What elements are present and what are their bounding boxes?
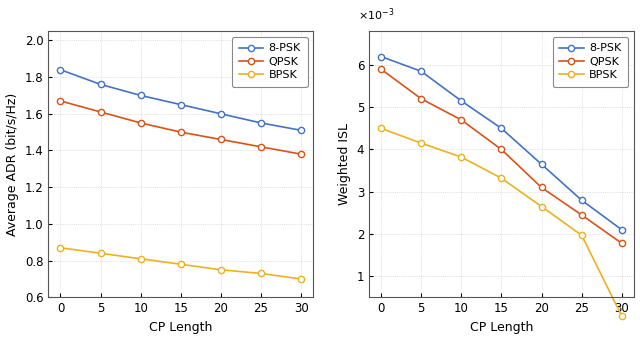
8-PSK [497, 126, 505, 130]
QPSK [417, 97, 425, 101]
QPSK [377, 67, 385, 71]
QPSK [177, 130, 184, 134]
QPSK [56, 99, 64, 103]
8-PSK [578, 198, 586, 202]
8-PSK [297, 128, 305, 132]
Text: $\times10^{-3}$: $\times10^{-3}$ [358, 6, 394, 23]
QPSK [257, 145, 265, 149]
QPSK [458, 118, 465, 122]
BPSK [458, 155, 465, 159]
Y-axis label: Average ADR (bit/s/Hz): Average ADR (bit/s/Hz) [6, 92, 19, 236]
BPSK [578, 233, 586, 237]
BPSK [377, 126, 385, 130]
8-PSK [56, 68, 64, 72]
BPSK [177, 262, 184, 266]
BPSK [137, 257, 145, 261]
QPSK [538, 185, 545, 189]
BPSK [217, 268, 225, 272]
8-PSK [257, 121, 265, 125]
BPSK [417, 141, 425, 145]
X-axis label: CP Length: CP Length [470, 321, 533, 334]
8-PSK [377, 54, 385, 58]
Line: BPSK: BPSK [378, 125, 625, 319]
BPSK [257, 271, 265, 275]
BPSK [297, 277, 305, 281]
8-PSK [97, 82, 104, 86]
Legend: 8-PSK, QPSK, BPSK: 8-PSK, QPSK, BPSK [232, 37, 308, 87]
Line: QPSK: QPSK [378, 66, 625, 246]
BPSK [618, 314, 625, 318]
QPSK [578, 213, 586, 217]
QPSK [137, 121, 145, 125]
Line: 8-PSK: 8-PSK [378, 53, 625, 233]
Line: BPSK: BPSK [58, 245, 304, 282]
8-PSK [618, 228, 625, 232]
X-axis label: CP Length: CP Length [149, 321, 212, 334]
8-PSK [538, 162, 545, 166]
8-PSK [137, 94, 145, 98]
8-PSK [217, 112, 225, 116]
QPSK [497, 148, 505, 152]
QPSK [217, 137, 225, 141]
BPSK [497, 176, 505, 180]
Line: 8-PSK: 8-PSK [58, 67, 304, 133]
QPSK [97, 110, 104, 114]
Legend: 8-PSK, QPSK, BPSK: 8-PSK, QPSK, BPSK [552, 37, 628, 87]
Line: QPSK: QPSK [58, 98, 304, 157]
8-PSK [177, 103, 184, 107]
BPSK [538, 204, 545, 208]
8-PSK [417, 69, 425, 73]
Y-axis label: Weighted ISL: Weighted ISL [338, 123, 351, 205]
BPSK [97, 251, 104, 255]
QPSK [618, 241, 625, 245]
BPSK [56, 246, 64, 250]
8-PSK [458, 99, 465, 103]
QPSK [297, 152, 305, 156]
